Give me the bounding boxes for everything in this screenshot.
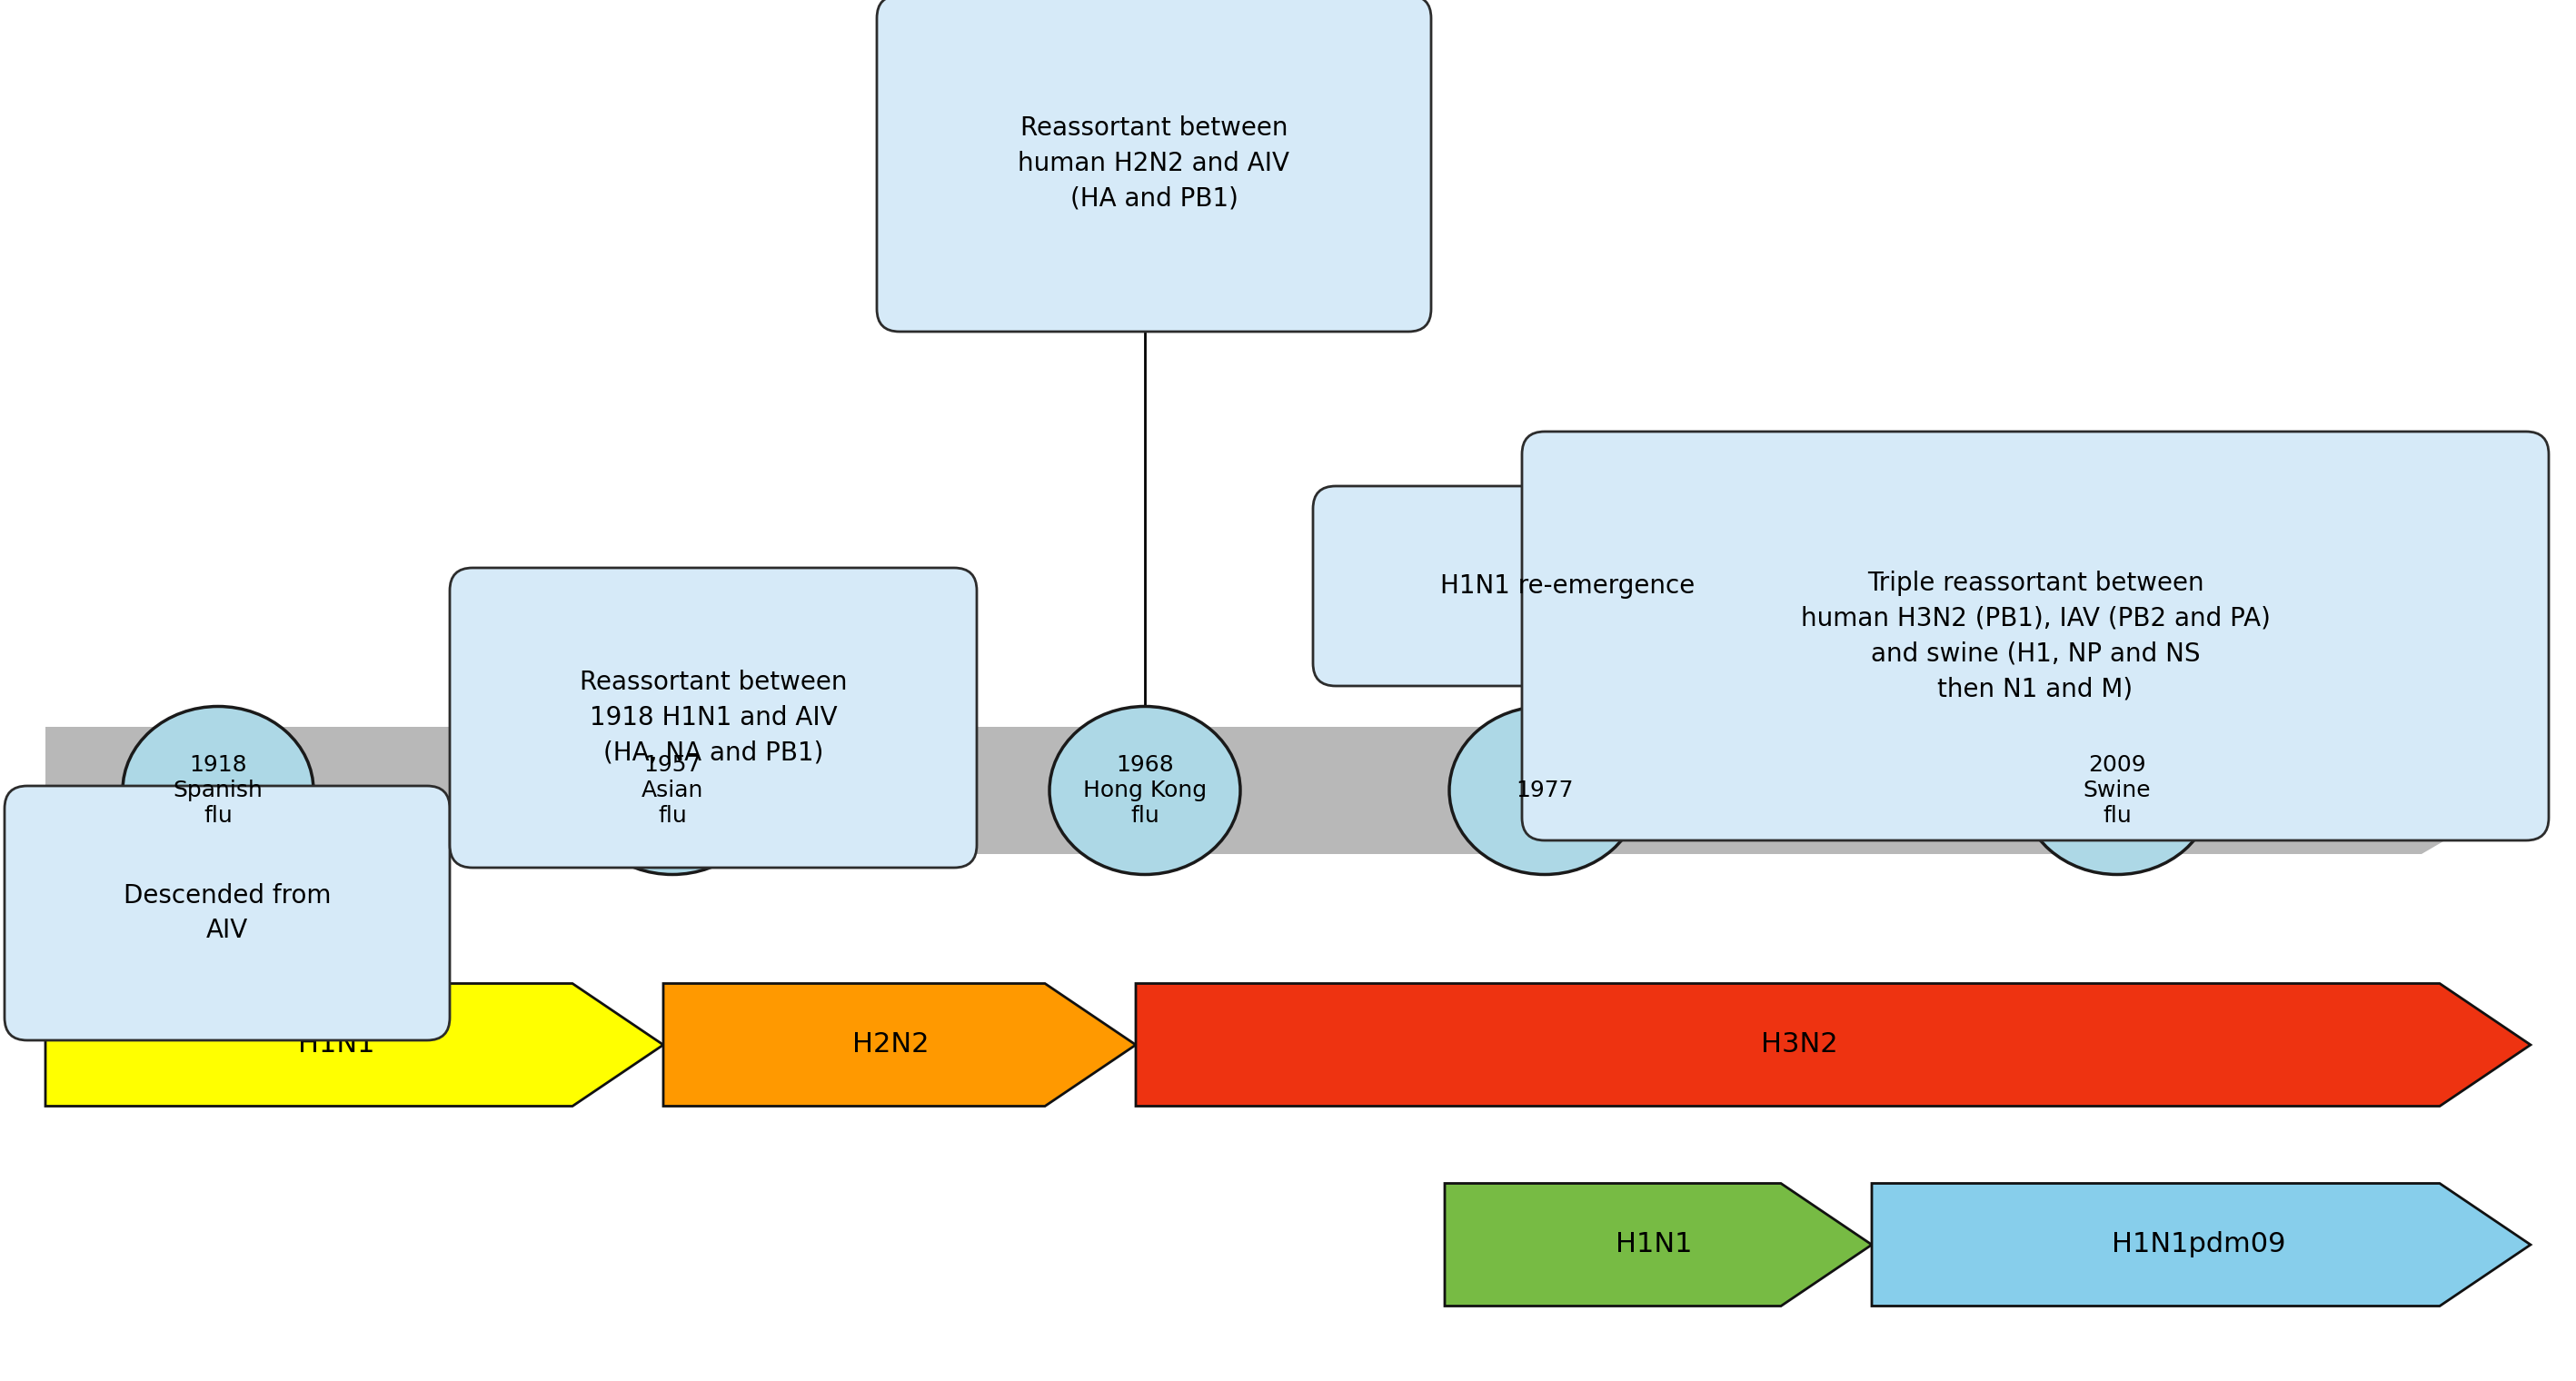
FancyBboxPatch shape: [5, 786, 451, 1040]
Text: 1977: 1977: [1515, 779, 1574, 801]
Text: 2009
Swine
flu: 2009 Swine flu: [2084, 754, 2151, 827]
Polygon shape: [46, 983, 662, 1106]
Ellipse shape: [2022, 707, 2213, 874]
Text: H1N1 re-emergence: H1N1 re-emergence: [1440, 573, 1695, 599]
Text: Descended from
AIV: Descended from AIV: [124, 882, 330, 943]
Polygon shape: [662, 983, 1136, 1106]
FancyBboxPatch shape: [451, 568, 976, 867]
FancyBboxPatch shape: [1522, 431, 2548, 841]
Text: 1968
Hong Kong
flu: 1968 Hong Kong flu: [1082, 754, 1206, 827]
Ellipse shape: [1450, 707, 1641, 874]
Polygon shape: [1873, 1184, 2530, 1306]
Text: Reassortant between
human H2N2 and AIV
(HA and PB1): Reassortant between human H2N2 and AIV (…: [1018, 116, 1291, 211]
Text: Triple reassortant between
human H3N2 (PB1), IAV (PB2 and PA)
and swine (H1, NP : Triple reassortant between human H3N2 (P…: [1801, 570, 2269, 702]
Text: H1N1: H1N1: [299, 1032, 374, 1058]
Ellipse shape: [124, 707, 314, 874]
Text: 1957
Asian
flu: 1957 Asian flu: [641, 754, 703, 827]
Polygon shape: [1136, 983, 2530, 1106]
Polygon shape: [46, 726, 2530, 853]
Ellipse shape: [577, 707, 768, 874]
Text: H1N1: H1N1: [1615, 1232, 1692, 1258]
FancyBboxPatch shape: [876, 0, 1432, 331]
Text: H2N2: H2N2: [853, 1032, 930, 1058]
Ellipse shape: [1048, 707, 1239, 874]
Text: 1918
Spanish
flu: 1918 Spanish flu: [173, 754, 263, 827]
Polygon shape: [1445, 1184, 1873, 1306]
Text: H1N1pdm09: H1N1pdm09: [2112, 1232, 2285, 1258]
Text: Reassortant between
1918 H1N1 and AIV
(HA, NA and PB1): Reassortant between 1918 H1N1 and AIV (H…: [580, 670, 848, 766]
Text: H3N2: H3N2: [1759, 1032, 1837, 1058]
FancyBboxPatch shape: [1314, 486, 1821, 686]
